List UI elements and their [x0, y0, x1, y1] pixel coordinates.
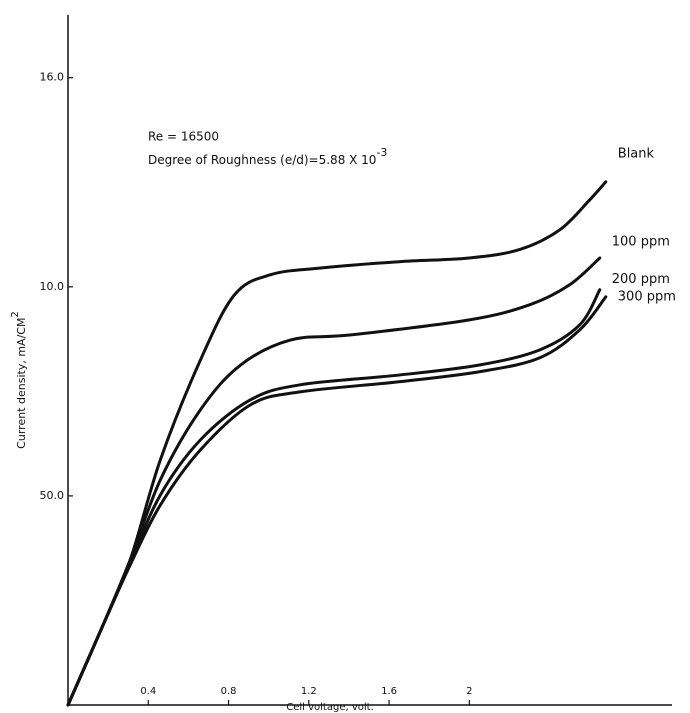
y-axis-label: Current density, mA/CM2 — [10, 311, 28, 449]
y-tick-label: 10.0 — [40, 280, 65, 293]
x-tick-label: 1.2 — [301, 686, 317, 697]
y-tick-label: 50.0 — [40, 489, 65, 502]
annotation: Re = 16500 — [148, 130, 219, 144]
x-tick-label: 1.6 — [381, 686, 397, 697]
line-series — [66, 180, 608, 707]
line-series — [66, 256, 602, 707]
annotation-text: Degree of Roughness (e/d)=5.88 X 10 — [148, 153, 376, 167]
x-tick-label: 0.8 — [221, 686, 237, 697]
y-label-text: Current density, mA/CM — [15, 318, 28, 449]
y-label-exponent: 2 — [10, 311, 21, 317]
annotation-exponent: -3 — [376, 146, 387, 159]
x-tick-label: 2 — [466, 686, 472, 697]
x-axis-label: Cell voltage, volt. — [286, 702, 374, 713]
y-axis-label-group: Current density, mA/CM2 — [10, 311, 28, 449]
y-tick-label: 16.0 — [40, 71, 65, 84]
series-label: 200 ppm — [612, 272, 670, 287]
x-tick-label: 0.4 — [140, 686, 156, 697]
line-series — [66, 295, 608, 707]
annotation: Degree of Roughness (e/d)=5.88 X 10-3 — [148, 146, 387, 167]
series-label: Blank — [618, 146, 655, 161]
series-label: 100 ppm — [612, 234, 670, 249]
series-label: 300 ppm — [618, 289, 676, 304]
